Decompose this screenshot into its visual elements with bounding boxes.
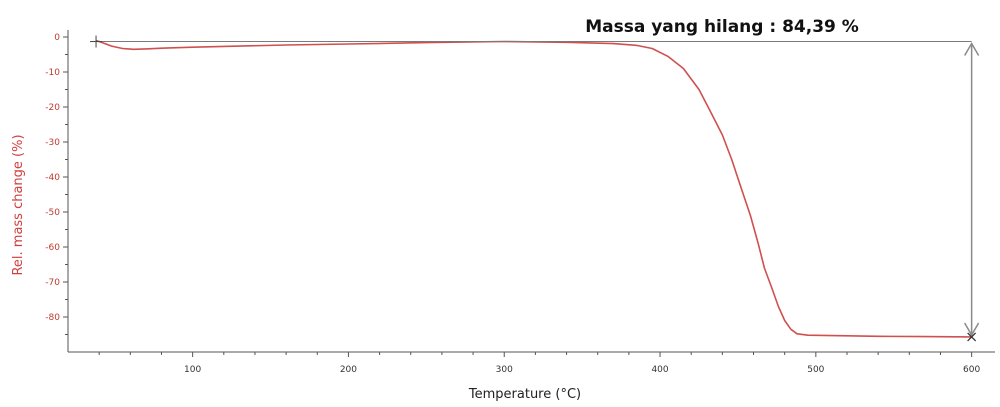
- y-axis-label: Rel. mass change (%): [11, 134, 26, 275]
- x-tick-label: 400: [651, 365, 668, 375]
- annotation-group: [90, 35, 980, 342]
- y-axis-ticks: 0 -10 -20 -30 -40 -50 -60 -70 -80: [45, 33, 68, 335]
- y-tick-label: 0: [54, 33, 60, 43]
- axes: [67, 30, 995, 353]
- annotation-label: Massa yang hilang : 84,39 %: [585, 17, 859, 37]
- x-tick-label: 200: [340, 365, 357, 375]
- y-tick-label: -70: [45, 278, 60, 288]
- y-tick-label: -20: [45, 103, 60, 113]
- end-marker-icon: [967, 332, 977, 342]
- arrow-head-down-icon: [963, 322, 980, 337]
- x-axis-ticks: 100 200 300 400 500 600: [98, 352, 980, 375]
- y-tick-label: -60: [45, 243, 60, 253]
- y-tick-label: -10: [45, 68, 60, 78]
- x-tick-label: 100: [184, 365, 201, 375]
- mass-change-line: [95, 39, 972, 338]
- arrow-head-up-icon: [963, 42, 980, 56]
- x-tick-label: 300: [496, 365, 513, 375]
- y-tick-label: -80: [45, 313, 60, 323]
- series-group: [95, 39, 972, 338]
- y-tick-label: -50: [45, 208, 60, 218]
- x-axis-label: Temperature (°C): [468, 387, 581, 402]
- x-tick-label: 600: [963, 365, 980, 375]
- x-tick-label: 500: [807, 365, 824, 375]
- y-tick-label: -30: [45, 138, 60, 148]
- y-tick-label: -40: [45, 173, 60, 183]
